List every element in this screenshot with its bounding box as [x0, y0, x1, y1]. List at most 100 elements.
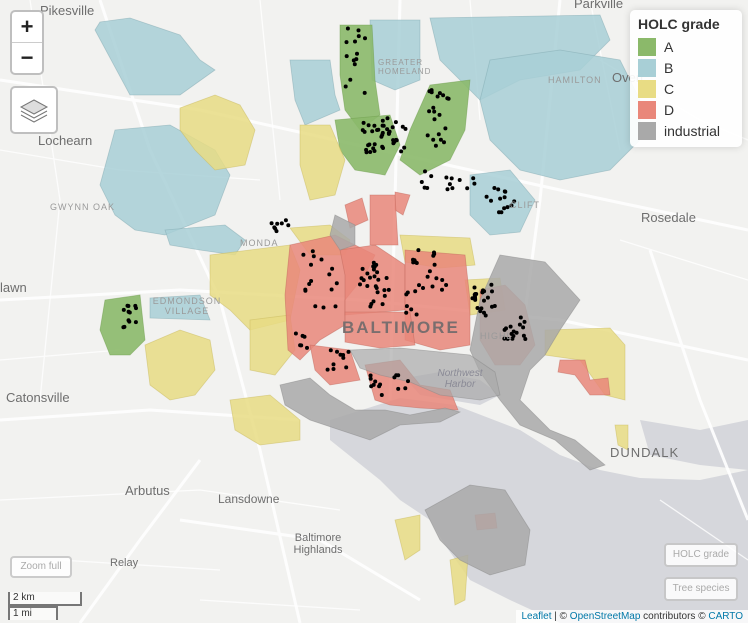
tree-point[interactable]: [509, 203, 514, 208]
tree-point[interactable]: [343, 84, 348, 89]
tree-point[interactable]: [360, 128, 365, 133]
tree-point[interactable]: [414, 312, 419, 317]
tree-point[interactable]: [371, 260, 376, 265]
tree-point[interactable]: [283, 218, 288, 223]
tree-point[interactable]: [508, 324, 513, 329]
tree-point[interactable]: [372, 274, 377, 279]
tree-point[interactable]: [427, 109, 432, 114]
tree-point[interactable]: [470, 296, 475, 301]
tree-point[interactable]: [329, 287, 334, 292]
tree-point[interactable]: [328, 348, 333, 353]
tree-point[interactable]: [489, 198, 493, 203]
holc-grade-button[interactable]: HOLC grade: [664, 543, 738, 567]
tree-point[interactable]: [301, 252, 306, 257]
tree-point[interactable]: [416, 248, 421, 253]
tree-point[interactable]: [471, 176, 476, 181]
tree-point[interactable]: [365, 284, 370, 288]
tree-point[interactable]: [404, 310, 409, 315]
tree-point[interactable]: [346, 349, 351, 354]
tree-point[interactable]: [133, 320, 138, 325]
tree-species-button[interactable]: Tree species: [664, 577, 738, 601]
tree-point[interactable]: [490, 289, 494, 294]
tree-point[interactable]: [502, 206, 507, 211]
tree-point[interactable]: [378, 382, 383, 387]
tree-point[interactable]: [482, 298, 486, 303]
tree-point[interactable]: [490, 304, 494, 309]
tree-point[interactable]: [505, 205, 510, 210]
tree-point[interactable]: [512, 199, 517, 204]
tree-point[interactable]: [431, 137, 436, 142]
tree-point[interactable]: [496, 187, 501, 192]
tree-point[interactable]: [380, 302, 385, 307]
tree-point[interactable]: [382, 293, 387, 298]
tree-point[interactable]: [344, 40, 349, 45]
tree-point[interactable]: [409, 307, 414, 312]
tree-point[interactable]: [432, 109, 437, 114]
tree-point[interactable]: [457, 178, 462, 182]
tree-point[interactable]: [484, 194, 489, 199]
tree-point[interactable]: [419, 180, 424, 184]
tree-point[interactable]: [441, 93, 446, 98]
zoom-full-button[interactable]: Zoom full: [10, 556, 72, 578]
tree-point[interactable]: [380, 130, 385, 135]
tree-point[interactable]: [352, 62, 357, 67]
tree-point[interactable]: [502, 195, 507, 200]
tree-point[interactable]: [379, 393, 384, 397]
tree-point[interactable]: [450, 186, 455, 191]
tree-point[interactable]: [445, 96, 450, 101]
tree-point[interactable]: [431, 105, 436, 110]
tree-point[interactable]: [404, 304, 409, 309]
tree-point[interactable]: [361, 120, 366, 125]
tree-point[interactable]: [341, 355, 346, 360]
tree-point[interactable]: [375, 270, 380, 275]
tree-point[interactable]: [406, 379, 410, 384]
tree-point[interactable]: [275, 221, 280, 226]
tree-point[interactable]: [360, 266, 365, 271]
tree-point[interactable]: [472, 181, 477, 186]
tree-point[interactable]: [404, 292, 409, 297]
tree-point[interactable]: [358, 282, 362, 287]
tree-point[interactable]: [369, 384, 374, 389]
tree-point[interactable]: [414, 261, 419, 265]
tree-point[interactable]: [492, 186, 497, 190]
tree-point[interactable]: [309, 279, 314, 283]
tree-point[interactable]: [373, 284, 378, 289]
tree-point[interactable]: [502, 336, 507, 341]
tree-point[interactable]: [354, 57, 359, 62]
tree-point[interactable]: [521, 333, 526, 338]
tree-point[interactable]: [438, 137, 443, 142]
tree-point[interactable]: [356, 34, 361, 39]
tree-point[interactable]: [366, 123, 371, 128]
tree-point[interactable]: [425, 133, 430, 138]
tree-point[interactable]: [341, 353, 346, 357]
tree-point[interactable]: [413, 289, 418, 294]
tree-point[interactable]: [381, 146, 385, 150]
tree-point[interactable]: [497, 210, 501, 215]
tree-point[interactable]: [366, 143, 371, 148]
tree-point[interactable]: [372, 142, 377, 147]
tree-point[interactable]: [403, 386, 408, 391]
tree-point[interactable]: [518, 315, 523, 320]
tree-point[interactable]: [432, 250, 436, 255]
tree-point[interactable]: [307, 282, 312, 286]
tree-point[interactable]: [392, 375, 397, 380]
tree-point[interactable]: [393, 120, 398, 125]
tree-point[interactable]: [503, 189, 508, 194]
tree-point[interactable]: [127, 319, 132, 324]
tree-point[interactable]: [433, 143, 438, 148]
tree-point[interactable]: [302, 334, 307, 339]
tree-point[interactable]: [356, 28, 361, 33]
tree-point[interactable]: [440, 278, 445, 282]
tree-point[interactable]: [421, 286, 425, 290]
tree-point[interactable]: [385, 127, 390, 132]
tree-point[interactable]: [330, 266, 335, 271]
tree-point[interactable]: [425, 186, 430, 190]
tree-point[interactable]: [375, 290, 380, 295]
layers-button[interactable]: [10, 86, 58, 134]
tree-point[interactable]: [390, 125, 395, 130]
tree-point[interactable]: [423, 169, 427, 174]
osm-link[interactable]: OpenStreetMap: [569, 611, 641, 622]
tree-point[interactable]: [417, 283, 421, 288]
